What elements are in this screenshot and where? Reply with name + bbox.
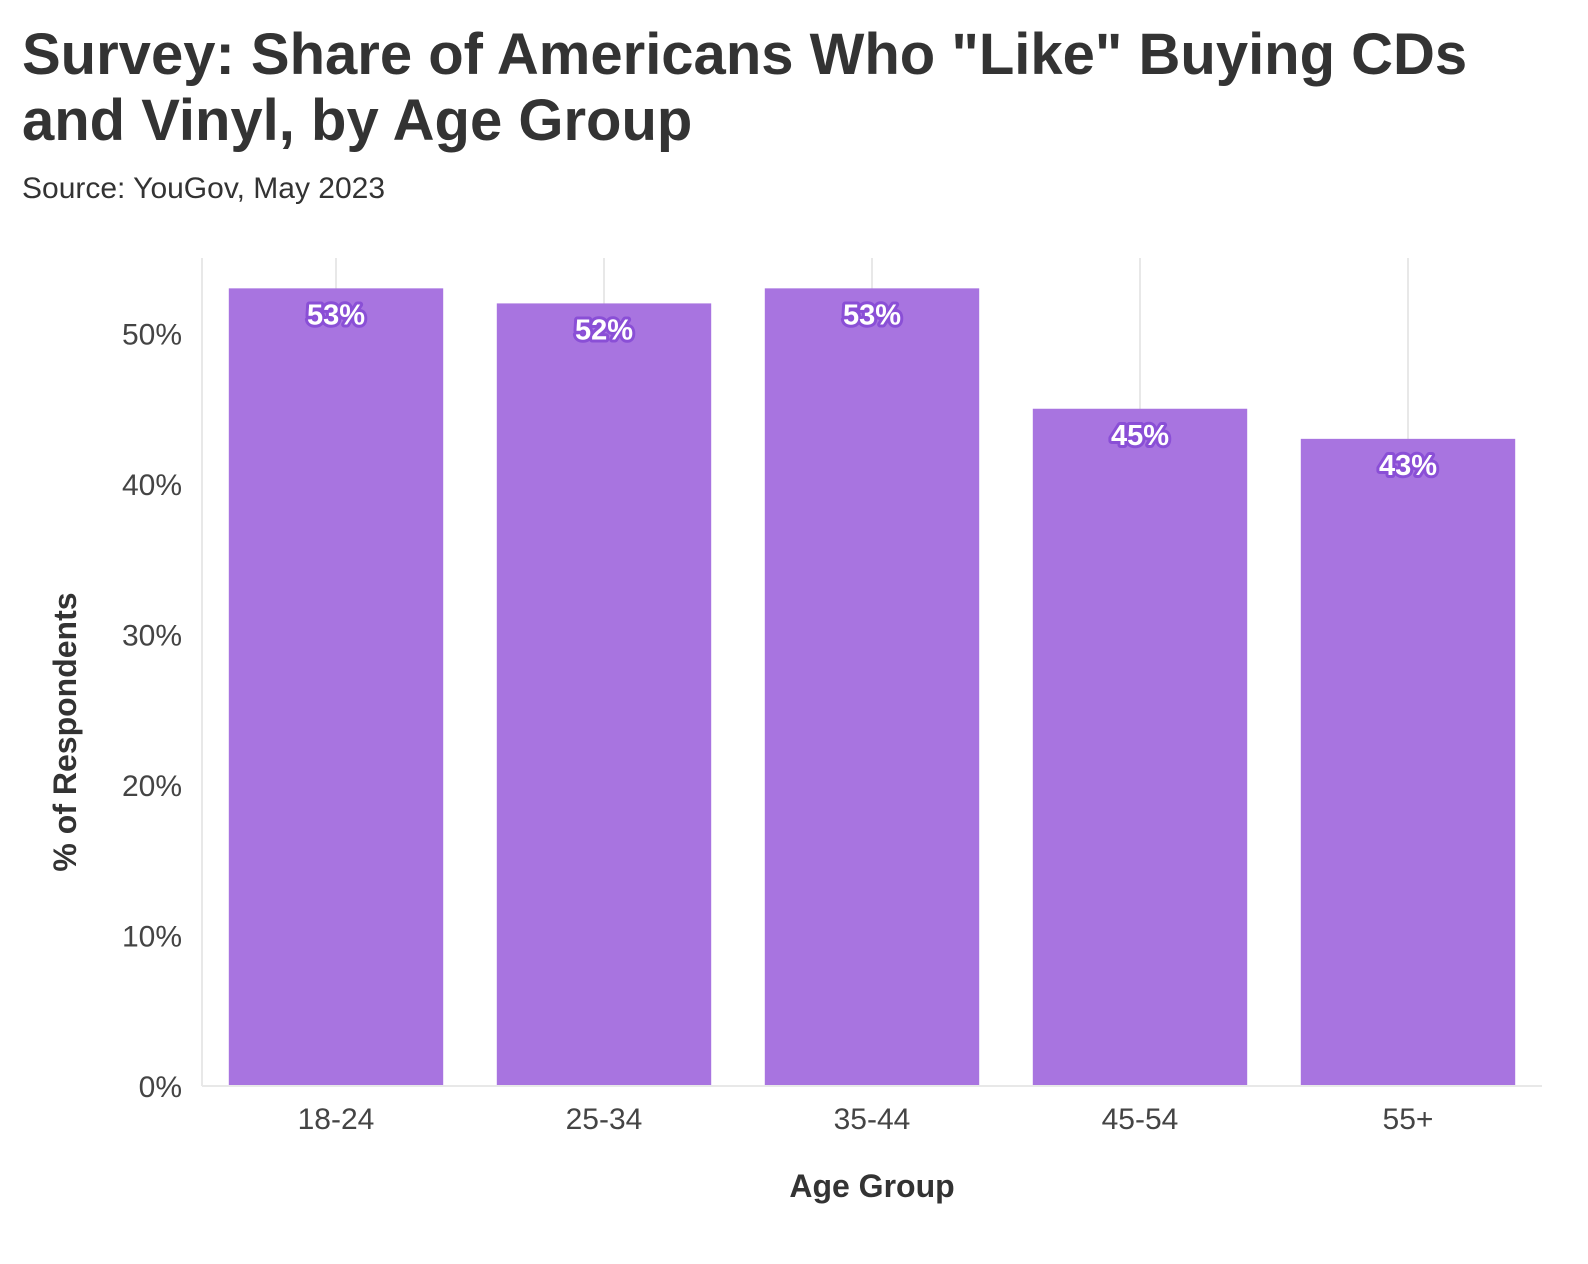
y-tick-labels: 0% 10% 20% 30% 40% 50% xyxy=(122,319,182,1105)
bar-18-24 xyxy=(228,288,444,1087)
x-tick-label-45-54: 45-54 xyxy=(1102,1103,1179,1136)
x-tick-label-25-34: 25-34 xyxy=(566,1103,643,1136)
chart-title: Survey: Share of Americans Who "Like" Bu… xyxy=(22,22,1468,153)
bars xyxy=(228,288,1516,1087)
bar-35-44 xyxy=(764,288,980,1087)
x-tick-label-55+: 55+ xyxy=(1383,1103,1434,1136)
y-tick-label-0: 0% xyxy=(139,1071,182,1104)
x-tick-labels: 18-24 25-34 35-44 45-54 55+ xyxy=(298,1103,1434,1136)
y-tick-label-50: 50% xyxy=(122,319,182,352)
x-axis-title: Age Group xyxy=(789,1168,954,1204)
data-labels: 53% 52% 53% 45% 43% xyxy=(304,296,1440,485)
y-tick-label-10: 10% xyxy=(122,921,182,954)
data-label-25-34: 52% xyxy=(575,314,633,346)
data-label-18-24: 53% xyxy=(307,299,365,331)
x-tick-label-35-44: 35-44 xyxy=(834,1103,911,1136)
y-tick-label-20: 20% xyxy=(122,770,182,803)
chart-subtitle: Source: YouGov, May 2023 xyxy=(22,172,386,205)
data-label-55+: 43% xyxy=(1379,450,1437,482)
bar-45-54 xyxy=(1032,408,1248,1086)
data-label-35-44: 53% xyxy=(843,299,901,331)
bar-55+ xyxy=(1300,438,1516,1087)
x-tick-label-18-24: 18-24 xyxy=(298,1103,375,1136)
bar-25-34 xyxy=(496,303,712,1086)
y-tick-label-40: 40% xyxy=(122,469,182,502)
data-label-45-54: 45% xyxy=(1111,420,1169,452)
y-axis-title: % of Respondents xyxy=(47,592,83,871)
y-tick-label-30: 30% xyxy=(122,620,182,653)
